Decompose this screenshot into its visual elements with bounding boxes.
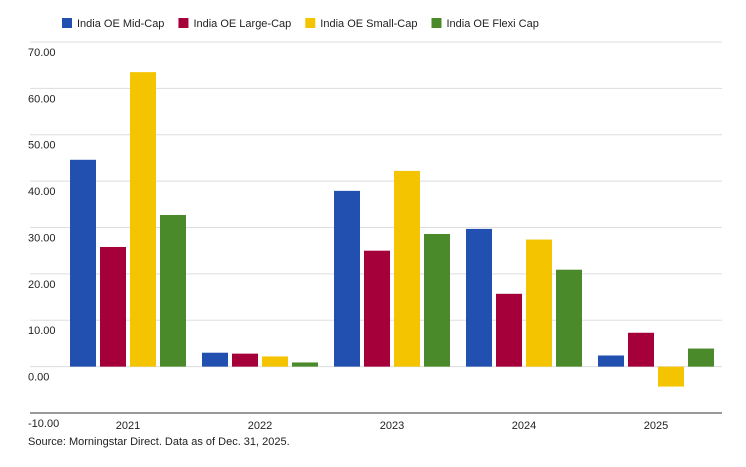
bar xyxy=(364,250,390,367)
y-tick-label: 0.00 xyxy=(28,372,49,384)
x-tick-label: 2025 xyxy=(644,420,668,432)
bar xyxy=(598,355,624,367)
bar xyxy=(496,293,522,367)
source-note: Source: Morningstar Direct. Data as of D… xyxy=(28,436,290,448)
bar xyxy=(424,233,450,367)
bar xyxy=(70,159,96,367)
y-tick-label: 20.00 xyxy=(28,279,56,291)
x-tick-label: 2021 xyxy=(116,420,140,432)
bar xyxy=(262,356,288,367)
x-tick-label: 2023 xyxy=(380,420,404,432)
bar xyxy=(688,348,714,367)
bar xyxy=(658,366,684,387)
bar xyxy=(292,362,318,367)
bar xyxy=(628,332,654,367)
y-tick-label: 70.00 xyxy=(28,47,56,59)
bar xyxy=(232,353,258,367)
bar xyxy=(394,170,420,367)
bar xyxy=(100,246,126,367)
bar xyxy=(466,228,492,367)
bar xyxy=(160,214,186,367)
legend-label: India OE Flexi Cap xyxy=(447,18,539,30)
y-tick-label: -10.00 xyxy=(28,418,59,430)
y-tick-label: 40.00 xyxy=(28,186,56,198)
legend-swatch xyxy=(178,18,189,28)
y-tick-label: 60.00 xyxy=(28,93,56,105)
x-tick-label: 2024 xyxy=(512,420,536,432)
legend-label: India OE Large-Cap xyxy=(193,18,291,30)
legend-swatch xyxy=(62,18,72,28)
legend-swatch xyxy=(305,18,316,28)
legend-swatch xyxy=(431,18,442,28)
y-tick-label: 30.00 xyxy=(28,232,56,244)
bar xyxy=(130,72,156,367)
bar xyxy=(334,190,360,367)
y-tick-label: 10.00 xyxy=(28,325,56,337)
x-tick-label: 2022 xyxy=(248,420,272,432)
legend-label: India OE Mid-Cap xyxy=(77,18,164,30)
y-tick-label: 50.00 xyxy=(28,140,56,152)
bar xyxy=(526,239,552,367)
bar xyxy=(202,352,228,367)
bar xyxy=(556,269,582,367)
legend-label: India OE Small-Cap xyxy=(320,18,417,30)
